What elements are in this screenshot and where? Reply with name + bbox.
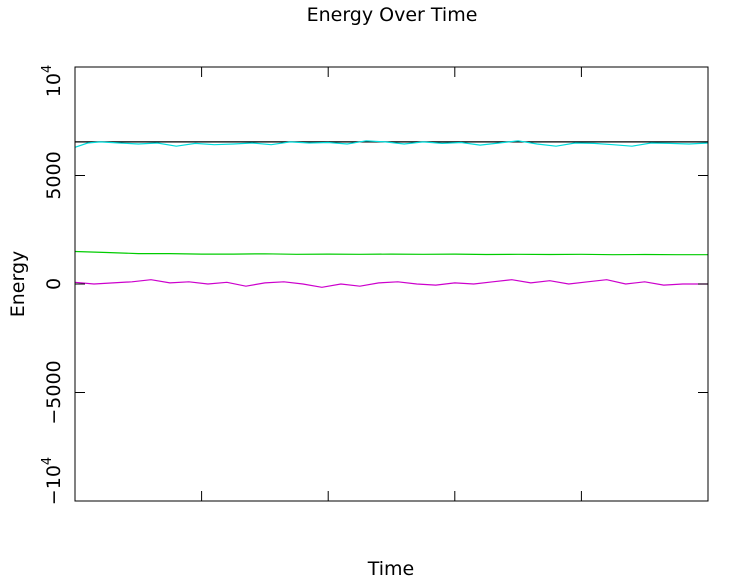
y-tick-label: −5000 bbox=[43, 360, 65, 424]
series-line-cyan bbox=[74, 140, 709, 148]
y-tick-label: 5000 bbox=[43, 151, 65, 199]
plot-frame bbox=[74, 66, 709, 502]
series-line-magenta bbox=[74, 279, 708, 288]
y-axis-label: Energy bbox=[7, 251, 29, 318]
ticks-layer: −104 −5000 0 5000 104 bbox=[40, 65, 708, 505]
series-layer bbox=[74, 140, 709, 288]
x-axis-label: Time bbox=[367, 558, 415, 580]
chart-title: Energy Over Time bbox=[307, 4, 478, 26]
y-tick-label: 0 bbox=[43, 278, 65, 290]
y-tick-label: 104 bbox=[40, 65, 65, 97]
series-line-green bbox=[74, 250, 708, 256]
y-tick-label: −104 bbox=[40, 457, 65, 505]
